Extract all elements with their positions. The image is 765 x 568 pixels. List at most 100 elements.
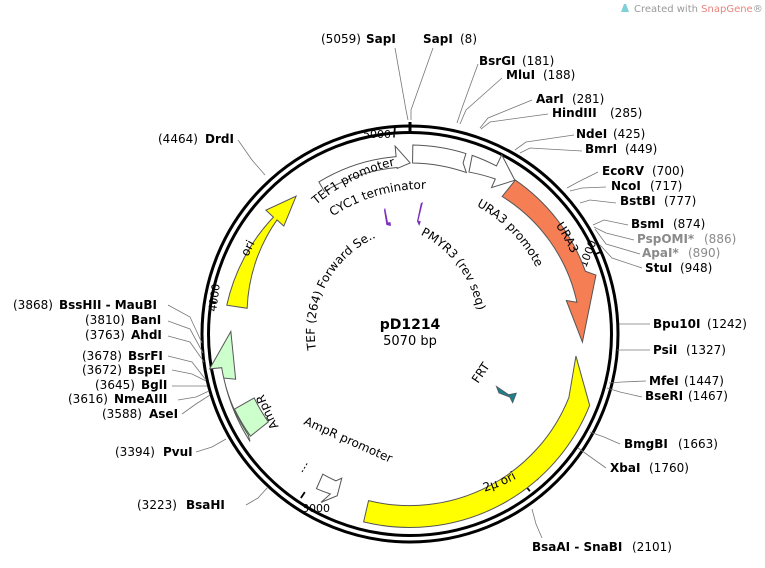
leader-asei	[181, 394, 211, 415]
site-nmeaiii[interactable]: (3616) NmeAIII	[68, 392, 167, 406]
tick-mark-5000-major	[393, 125, 396, 134]
feature-cyc1-terminator-arrow	[412, 144, 468, 174]
leader-apai	[594, 228, 641, 255]
site-bmri[interactable]: BmrI (449)	[585, 142, 657, 156]
leader-bsshii	[167, 304, 203, 344]
site-bsshii-maubi[interactable]: (3868) BssHII - MauBI	[13, 298, 157, 312]
site-pspomi[interactable]: PspOMI* (886)	[637, 232, 736, 246]
feature-label-frt: FRT	[469, 359, 493, 385]
site-bsahi[interactable]: (3223) BsaHI	[137, 498, 225, 512]
site-bseri[interactable]: BseRI (1467)	[645, 389, 728, 403]
leader-ndei	[514, 134, 575, 151]
site-aari[interactable]: AarI (281)	[536, 92, 604, 106]
site-stui[interactable]: StuI (948)	[645, 261, 712, 275]
tick-mark-3000	[300, 491, 306, 499]
feature-label-tef-forward-seq-text: TEF (264) Forward Se...	[0, 0, 377, 352]
site-xbai[interactable]: XbaI (1760)	[610, 461, 689, 475]
site-bmgbi[interactable]: BmgBI (1663)	[624, 437, 718, 451]
leader-bsahi	[245, 486, 269, 506]
feature-tef-forward-primer-arrow	[384, 207, 391, 226]
site-bseri-name: BseRI	[645, 389, 683, 403]
leader-bsrfi	[167, 355, 207, 381]
site-psii-name: PsiI	[653, 343, 677, 357]
site-bstbi-name: BstBI	[620, 194, 656, 208]
site-bpu10i[interactable]: Bpu10I (1242)	[653, 317, 747, 331]
site-ecorv-name: EcoRV	[602, 164, 645, 178]
snapgene-logo-icon	[620, 3, 630, 13]
site-bspei[interactable]: (3672) BspEI	[82, 363, 166, 377]
leader-bspei	[171, 369, 207, 382]
site-pspomi-pos: (886)	[704, 232, 736, 246]
site-drdi[interactable]: (4464) DrdI	[158, 132, 234, 146]
feature-label-ori: ori	[238, 238, 257, 258]
tick-mark-1000	[594, 250, 602, 256]
site-bsmi[interactable]: BsmI (874)	[631, 217, 705, 231]
credit-prefix: Created with	[634, 4, 702, 15]
leader-sapi-8	[410, 47, 434, 120]
feature-frt-arrow	[495, 385, 517, 404]
site-bsrgi[interactable]: BsrGI (181)	[479, 54, 554, 68]
site-bgli-name: BglI	[141, 378, 167, 392]
site-ecorv[interactable]: EcoRV (700)	[602, 164, 684, 178]
site-bsrfi-name: BsrFI	[128, 349, 163, 363]
site-sapi-8[interactable]: SapI (8)	[423, 32, 477, 46]
site-bstbi[interactable]: BstBI (777)	[620, 194, 696, 208]
site-sapi-5059[interactable]: (5059) SapI	[321, 32, 396, 46]
feature-arrows	[208, 144, 597, 528]
leader-nmeaiii	[177, 390, 210, 401]
site-ndei[interactable]: NdeI (425)	[576, 127, 645, 141]
site-ncoi[interactable]: NcoI (717)	[611, 179, 682, 193]
feature-label-pmyr3-text: PMYR3 (rev seq)	[419, 225, 488, 311]
site-bmgbi-name: BmgBI	[624, 437, 668, 451]
feature-ori-arrow	[226, 195, 298, 309]
site-bsahi-name: BsaHI	[186, 498, 225, 512]
site-bani[interactable]: (3810) BanI	[85, 313, 161, 327]
site-ncoi-pos: (717)	[650, 179, 682, 193]
site-mfei-name: MfeI	[649, 374, 679, 388]
leader-ecorv	[566, 171, 599, 189]
site-asei[interactable]: (3588) AseI	[102, 407, 178, 421]
leader-bstbi	[579, 199, 617, 204]
site-leader-lines	[167, 47, 650, 539]
restriction-site-labels: SapI (8) (5059) SapI BsrGI (181) MluI (1…	[13, 32, 747, 554]
leader-ahdi	[167, 335, 205, 363]
feature-2mu-ori-arrow	[363, 355, 591, 528]
site-apai[interactable]: ApaI* (890)	[642, 246, 720, 260]
site-bsrfi[interactable]: (3678) BsrFI	[82, 349, 163, 363]
site-asei-pos: (3588)	[102, 407, 142, 421]
site-sapi-8-name: SapI	[423, 32, 453, 46]
leader-drdi	[237, 139, 266, 176]
site-bseri-pos: (1467)	[688, 389, 728, 403]
site-bspei-pos: (3672)	[82, 363, 122, 377]
site-aari-name: AarI	[536, 92, 564, 106]
site-pvui[interactable]: (3394) PvuI	[115, 445, 193, 459]
site-psii[interactable]: PsiI (1327)	[653, 343, 726, 357]
leader-mlui	[459, 77, 503, 125]
site-hindiii-pos: (285)	[610, 106, 642, 120]
site-ahdi[interactable]: (3763) AhdI	[85, 328, 162, 342]
site-bpu10i-name: Bpu10I	[653, 317, 700, 331]
site-bmgbi-pos: (1663)	[678, 437, 718, 451]
leader-hindiii	[480, 113, 549, 130]
ampr-split-dash	[301, 461, 309, 473]
site-bsaai-snabi[interactable]: BsaAI - SnaBI (2101)	[532, 540, 672, 554]
site-mfei[interactable]: MfeI (1447)	[649, 374, 724, 388]
feature-ura3-arrow	[501, 179, 597, 344]
site-pspomi-name: PspOMI*	[637, 232, 695, 246]
site-bgli[interactable]: (3645) BglI	[95, 378, 167, 392]
site-pvui-name: PvuI	[163, 445, 193, 459]
site-mlui[interactable]: MluI (188)	[506, 68, 575, 82]
site-ecorv-pos: (700)	[652, 164, 684, 178]
feature-label-tef-forward-seq: TEF (264) Forward Se...	[0, 0, 377, 352]
leader-mfei	[608, 380, 647, 384]
site-bsmi-pos: (874)	[673, 217, 705, 231]
site-drdi-name: DrdI	[205, 132, 234, 146]
site-bmri-name: BmrI	[585, 142, 617, 156]
site-hindiii[interactable]: HindIII (285)	[552, 106, 642, 120]
tick-label-5000: 5000	[363, 128, 391, 141]
site-ndei-name: NdeI	[576, 127, 607, 141]
leader-pvui	[195, 438, 227, 453]
feature-pmyr3-primer-arrow	[417, 201, 423, 226]
